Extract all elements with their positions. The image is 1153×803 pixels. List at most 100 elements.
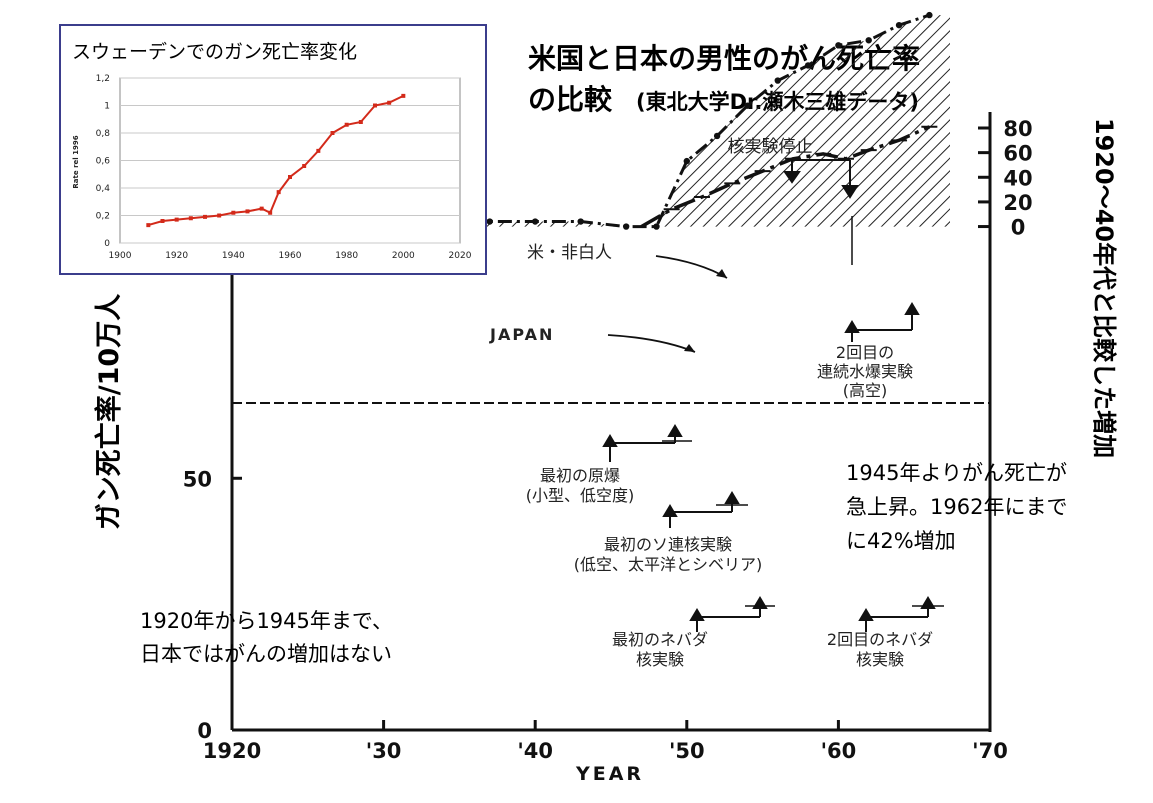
first-nevada-line2: 核実験 xyxy=(636,650,684,669)
inset-x-tick-label: 1940 xyxy=(222,251,245,261)
sweden-data-point xyxy=(259,206,264,211)
inset-y-tick-label: 0,4 xyxy=(96,184,111,194)
x-tick-label: '70 xyxy=(972,739,1008,763)
sweden-data-point xyxy=(160,219,165,223)
test-ban-label: 核実験停止 xyxy=(728,137,813,157)
inset-y-tick-label: 1,2 xyxy=(96,74,110,84)
inset-y-ticks: 0 0,2 0,4 0,6 0,8 1 1,2 xyxy=(96,74,111,249)
x-tick-label: '30 xyxy=(366,739,402,763)
inset-title: スウェーデンでのガン死亡率変化 xyxy=(72,41,357,63)
japan-data-point xyxy=(622,223,630,230)
note-right-line2: 急上昇。1962年にまで xyxy=(846,495,1067,519)
sweden-data-point xyxy=(288,175,292,179)
sweden-inset: スウェーデンでのガン死亡率変化 1900 1920 1940 1960 1980 2000… xyxy=(59,24,487,275)
increase-hatched-area xyxy=(459,15,950,227)
y-tick-label: 0 xyxy=(197,719,212,743)
second-hbomb-label-line1: 2回目の xyxy=(836,343,894,362)
first-soviet-test-line1: 最初のソ連核実験 xyxy=(604,535,732,554)
y2-tick-label: 20 xyxy=(1003,191,1032,215)
x-tick-label: '50 xyxy=(669,739,705,763)
sweden-data-point xyxy=(358,120,363,124)
first-nevada-line1: 最初のネバダ xyxy=(612,630,708,649)
sweden-data-point xyxy=(387,100,392,105)
japan-label: JAPAN xyxy=(489,325,554,344)
test-ban-arrows xyxy=(783,159,859,265)
sweden-data-point xyxy=(344,122,349,127)
note-left-line1: 1920年から1945年まで、 xyxy=(140,609,393,633)
japan-data-point xyxy=(744,102,751,109)
second-nevada-arrows xyxy=(858,596,944,632)
x-axis-label: YEAR xyxy=(575,763,644,785)
inset-y-tick-label: 0,6 xyxy=(96,157,111,167)
inset-grid xyxy=(120,77,460,244)
inset-x-tick-label: 2020 xyxy=(449,251,472,261)
first-atomic-bomb-line1: 最初の原爆 xyxy=(540,466,620,485)
us-nonwhite-points xyxy=(663,125,938,211)
y-tick-label: 50 xyxy=(183,467,212,491)
japan-data-point xyxy=(926,11,933,19)
y-axis-label: ガン死亡率/10万人 xyxy=(93,294,125,530)
sweden-data-point xyxy=(302,164,307,168)
inset-x-ticks: 1900 1920 1940 1960 1980 2000 2020 xyxy=(109,251,472,261)
y2-tick-label: 60 xyxy=(1003,142,1032,166)
japan-data-point xyxy=(713,132,721,140)
sweden-data-point xyxy=(401,93,406,98)
japan-data-point xyxy=(683,157,690,165)
note-right-line3: に42%増加 xyxy=(846,529,956,553)
sweden-data-point xyxy=(146,223,151,228)
japan-data-point xyxy=(895,21,903,29)
first-soviet-test-arrows xyxy=(662,491,748,528)
inset-y-tick-label: 0 xyxy=(104,239,110,249)
y2-axis-label: 1920〜40年代と比較した増加 xyxy=(1090,118,1118,458)
inset-x-tick-label: 1900 xyxy=(109,251,132,261)
second-hbomb-label-line3: (高空) xyxy=(843,381,888,400)
japan-data-point xyxy=(486,218,493,225)
inset-x-tick-label: 1980 xyxy=(335,251,358,261)
sweden-data-point xyxy=(268,210,273,215)
sweden-data-point xyxy=(276,190,281,195)
sweden-data-point xyxy=(203,214,207,219)
y2-tick-label: 40 xyxy=(1003,166,1032,190)
second-hbomb-arrows xyxy=(844,302,920,342)
sweden-data-point xyxy=(245,209,250,214)
first-atomic-bomb-line2: (小型、低空度) xyxy=(526,486,635,505)
sweden-data-point xyxy=(231,210,236,215)
sweden-data-point xyxy=(188,216,193,221)
second-nevada-line1: 2回目のネバダ xyxy=(827,630,933,649)
second-nevada-line2: 核実験 xyxy=(856,650,904,669)
inset-y-axis-label: Rate rel 1996 xyxy=(72,135,80,188)
y2-tick-label: 0 xyxy=(1011,216,1026,240)
second-hbomb-label-line2: 連続水爆実験 xyxy=(817,362,913,381)
us-nonwhite-pointer xyxy=(655,255,728,279)
inset-x-tick-label: 2000 xyxy=(392,251,415,261)
sweden-data-point xyxy=(174,217,179,222)
x-tick-label: '60 xyxy=(821,739,857,763)
sweden-series-line xyxy=(148,94,404,227)
japan-data-point xyxy=(653,223,660,230)
sweden-data-point xyxy=(373,103,377,108)
first-soviet-test-line2: (低空、太平洋とシベリア) xyxy=(574,555,763,574)
note-right-line1: 1945年よりがん死亡が xyxy=(846,461,1067,485)
japan-data-point xyxy=(774,77,781,84)
note-left-line2: 日本ではがんの増加はない xyxy=(140,642,392,666)
inset-y-tick-label: 0,8 xyxy=(96,129,111,139)
inset-x-tick-label: 1960 xyxy=(279,251,302,261)
japan-data-point xyxy=(577,218,584,225)
x-tick-label: 1920 xyxy=(203,739,261,763)
japan-data-point xyxy=(865,37,872,44)
sweden-data-point xyxy=(217,213,222,218)
japan-data-point xyxy=(532,218,539,225)
x-ticks: 1920 '30 '40 '50 '60 '70 xyxy=(203,720,1008,763)
inset-y-tick-label: 1 xyxy=(104,102,110,112)
inset-x-tick-label: 1920 xyxy=(165,251,188,261)
sweden-points xyxy=(146,93,406,228)
title-line-2-main: の比較 xyxy=(528,83,613,116)
sweden-data-point xyxy=(330,131,335,135)
japan-pointer xyxy=(607,334,696,353)
japan-data-point xyxy=(804,62,812,69)
japan-data-point xyxy=(835,42,842,49)
us-nonwhite-label: 米・非白人 xyxy=(527,243,612,263)
